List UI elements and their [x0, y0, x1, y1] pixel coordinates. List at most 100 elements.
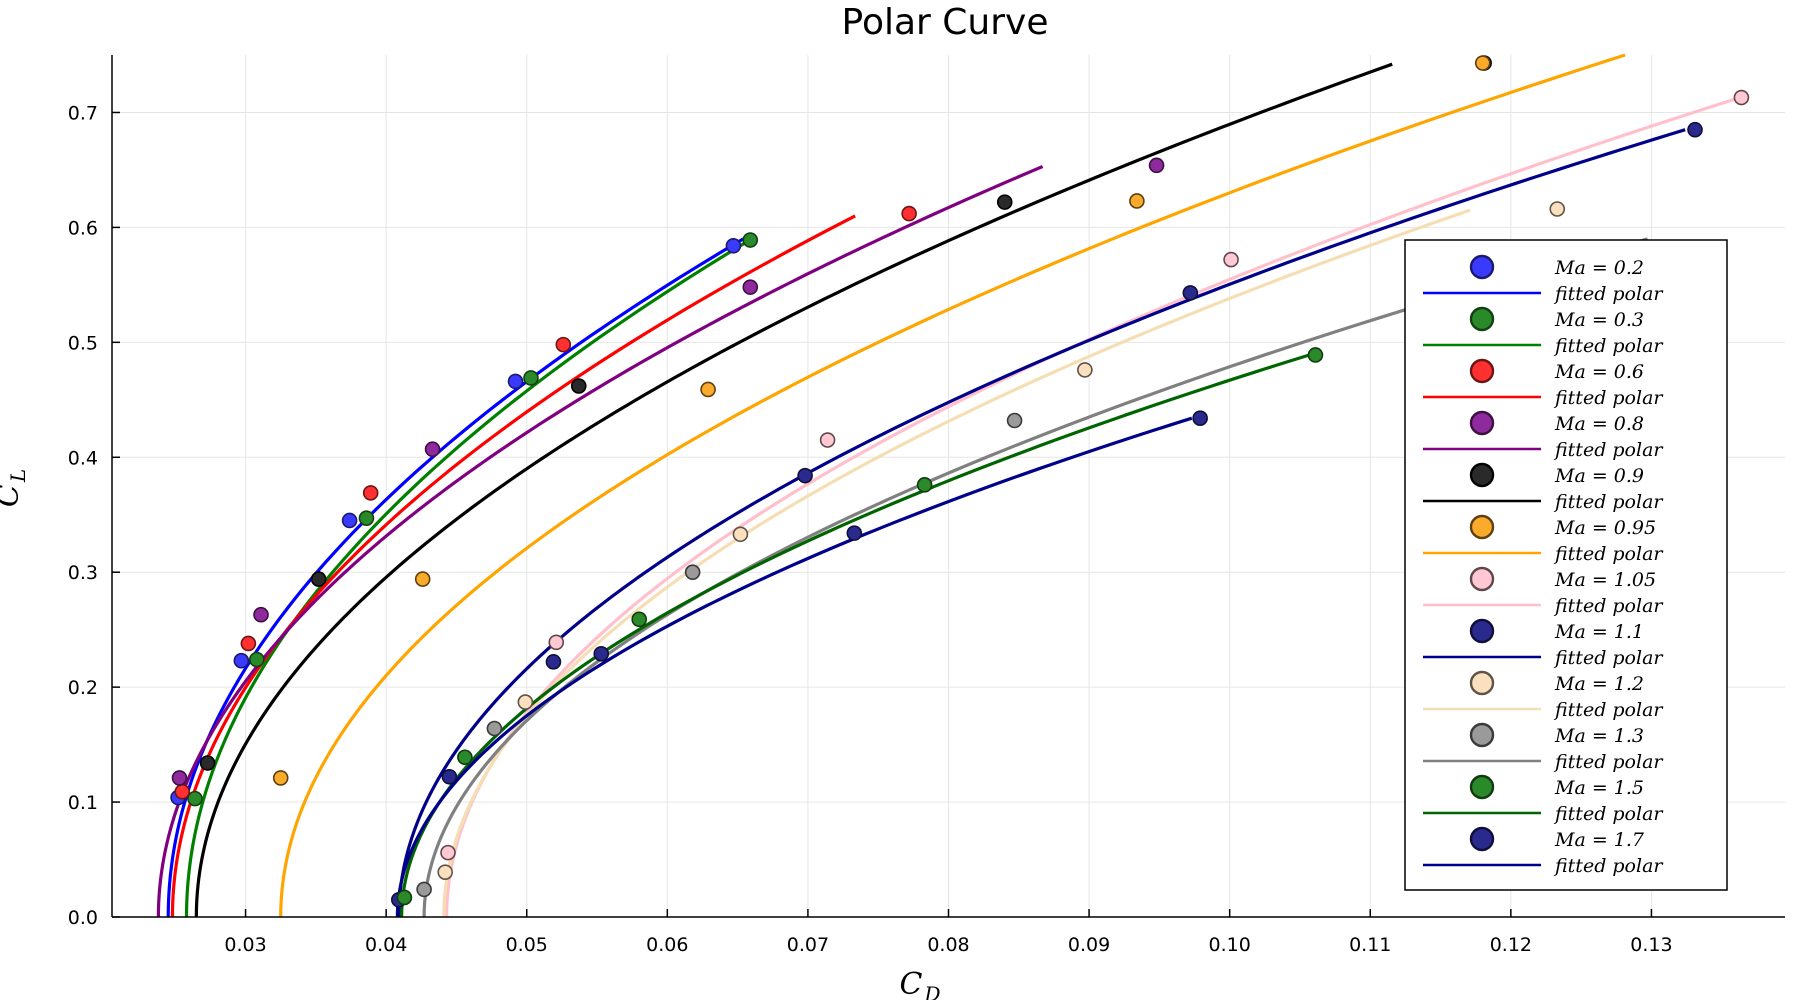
legend-marker-ma-0-9 [1469, 462, 1495, 488]
legend-fit-label: fitted polar [1553, 595, 1664, 617]
legend-fit-label: fitted polar [1553, 855, 1664, 877]
data-point-ma-0-3 [742, 232, 759, 248]
data-point-ma-1-7 [593, 646, 610, 662]
data-point-ma-1-05 [1733, 89, 1750, 106]
data-point-ma-1-3 [486, 720, 503, 737]
y-tick-label: 0.4 [68, 447, 98, 469]
data-point-ma-1-3 [416, 881, 432, 898]
fitted-polar-line-ma-0-8 [156, 165, 1044, 918]
svg-text:CD: CD [899, 967, 940, 1000]
legend-label-ma-1-05: Ma = 1.05 [1554, 569, 1656, 591]
data-point-ma-1-05 [1223, 251, 1239, 268]
data-point-ma-0-3 [358, 510, 375, 526]
x-tick-label: 0.05 [506, 934, 548, 956]
legend-marker-ma-0-8 [1469, 410, 1495, 436]
x-tick-label: 0.07 [787, 934, 829, 956]
data-point-ma-0-2 [507, 373, 524, 390]
legend: Ma = 0.2 fitted polar Ma = 0.3 fitted polar… [1404, 239, 1728, 891]
legend-label-ma-1-3: Ma = 1.3 [1554, 725, 1644, 747]
data-point-ma-0-8 [253, 606, 269, 623]
data-point-ma-0-3 [187, 790, 203, 807]
data-point-ma-0-95 [272, 770, 289, 786]
data-point-ma-0-6 [240, 635, 257, 652]
y-tick-label: 0.7 [68, 102, 98, 124]
fitted-polar-line-ma-0-3 [184, 237, 753, 918]
svg-text:CL: CL [0, 469, 30, 507]
data-point-ma-1-2 [732, 526, 749, 543]
x-tick-label: 0.08 [927, 934, 969, 956]
data-point-ma-0-3 [523, 370, 539, 386]
fitted-polar-line-ma-0-2 [166, 237, 745, 918]
data-point-ma-0-8 [742, 279, 759, 295]
legend-marker-ma-0-2 [1469, 254, 1495, 280]
data-point-ma-1-5 [457, 749, 473, 766]
fitted-polar-line-ma-1-5 [400, 353, 1310, 918]
legend-label-ma-0-3: Ma = 0.3 [1554, 309, 1644, 331]
data-point-ma-0-95 [700, 381, 716, 398]
x-tick-label: 0.04 [365, 934, 407, 956]
data-point-ma-0-6 [174, 783, 191, 800]
data-point-ma-1-5 [916, 477, 933, 493]
legend-fit-label: fitted polar [1553, 803, 1664, 825]
data-point-ma-0-9 [310, 571, 327, 587]
x-axis-label-sub: D [923, 982, 940, 1000]
data-point-ma-1-2 [1077, 362, 1093, 378]
legend-marker-ma-1-3 [1469, 722, 1495, 748]
fitted-polar-line-ma-1-2 [442, 208, 1471, 918]
data-point-ma-1-1 [545, 654, 562, 670]
legend-marker-ma-1-5 [1469, 774, 1495, 800]
data-point-ma-1-05 [819, 432, 836, 448]
y-axis-label-sub: L [6, 469, 30, 483]
legend-marker-ma-1-1 [1469, 618, 1495, 644]
legend-label-ma-0-6: Ma = 0.6 [1554, 361, 1644, 383]
x-tick-label: 0.12 [1490, 934, 1532, 956]
legend-label-ma-1-7: Ma = 1.7 [1554, 829, 1645, 851]
y-tick-label: 0.0 [68, 907, 98, 929]
data-point-ma-0-2 [725, 237, 742, 254]
y-tick-label: 0.3 [68, 562, 98, 584]
data-point-ma-1-5 [1307, 347, 1324, 363]
legend-marker-ma-1-05 [1469, 566, 1495, 592]
data-point-ma-1-1 [1182, 285, 1199, 301]
legend-label-ma-1-1: Ma = 1.1 [1554, 621, 1644, 643]
data-point-ma-1-1 [797, 467, 813, 484]
legend-marker-ma-0-6 [1469, 358, 1495, 384]
data-point-ma-0-9 [570, 378, 587, 394]
data-point-ma-1-7 [846, 525, 863, 541]
legend-fit-label: fitted polar [1553, 699, 1664, 721]
fitted-curves [156, 53, 1741, 918]
legend-fit-label: fitted polar [1553, 387, 1664, 409]
data-points [170, 55, 1750, 908]
x-tick-label: 0.13 [1630, 934, 1672, 956]
y-tick-label: 0.6 [68, 217, 98, 239]
data-point-ma-0-2 [341, 512, 358, 529]
data-point-ma-0-6 [901, 205, 917, 222]
x-tick-label: 0.09 [1068, 934, 1110, 956]
data-point-ma-0-8 [1148, 157, 1165, 174]
data-point-ma-0-95 [414, 571, 431, 587]
data-point-ma-1-3 [1006, 412, 1023, 429]
y-tick-label: 0.2 [68, 677, 98, 699]
fitted-polar-line-ma-0-9 [194, 62, 1393, 918]
legend-fit-label: fitted polar [1553, 751, 1664, 773]
legend-fit-label: fitted polar [1553, 335, 1664, 357]
data-point-ma-1-3 [684, 564, 701, 581]
legend-box [1404, 239, 1728, 891]
x-tick-label: 0.06 [646, 934, 688, 956]
legend-label-ma-0-9: Ma = 0.9 [1554, 465, 1644, 487]
legend-fit-label: fitted polar [1553, 543, 1664, 565]
legend-label-ma-0-2: Ma = 0.2 [1554, 257, 1644, 279]
x-axis-label-main: C [899, 967, 922, 1000]
data-point-ma-0-6 [362, 485, 379, 501]
data-point-ma-0-9 [199, 755, 216, 771]
tick-labels: 0.03 0.04 0.05 0.06 0.07 0.08 0.09 0.10 0.11 0.12… [68, 102, 1673, 956]
legend-label-ma-1-2: Ma = 1.2 [1554, 673, 1644, 695]
data-point-ma-0-8 [424, 441, 441, 458]
legend-marker-ma-0-3 [1469, 306, 1495, 332]
legend-label-ma-0-8: Ma = 0.8 [1554, 413, 1644, 435]
y-axis-label-main: C [0, 484, 26, 507]
data-point-ma-0-9 [996, 194, 1013, 210]
legend-fit-label: fitted polar [1553, 439, 1664, 461]
